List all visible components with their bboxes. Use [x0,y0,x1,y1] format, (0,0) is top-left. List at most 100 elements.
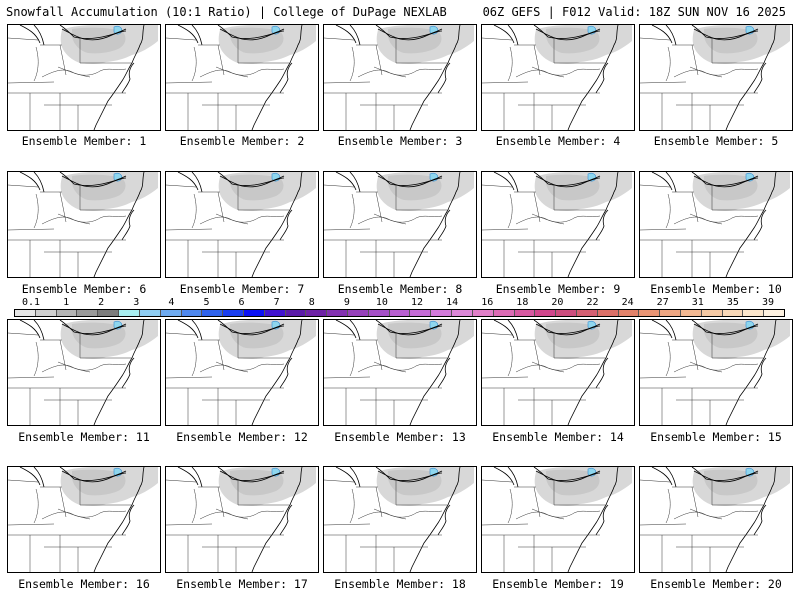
ensemble-member-map [639,24,793,131]
colorbar-segment [493,310,515,316]
colorbar-segment [119,310,140,316]
ensemble-member-map [639,466,793,573]
ensemble-member-map [481,466,635,573]
colorbar-tick-label: 18 [516,297,529,308]
colorbar-segment [576,310,598,316]
ensemble-member-label: Ensemble Member: 4 [495,134,621,148]
ensemble-member-map [7,319,161,426]
ensemble-member-label: Ensemble Member: 12 [176,430,308,444]
colorbar-tick-label: 4 [168,297,175,308]
model-run-info: 06Z GEFS | F012 Valid: 18Z SUN NOV 16 20… [482,5,786,19]
colorbar-segment [639,310,661,316]
ensemble-member-label: Ensemble Member: 9 [495,282,621,296]
ensemble-member-map [7,24,161,131]
ensemble-member-map [323,171,477,278]
colorbar-segment [556,310,577,316]
colorbar-tick-label: 22 [586,297,599,308]
ensemble-member-label: Ensemble Member: 3 [337,134,463,148]
colorbar-tick-label: 16 [481,297,494,308]
ensemble-member-map [323,319,477,426]
colorbar-segment [514,310,536,316]
colorbar-tick-label: 14 [446,297,459,308]
colorbar-tick-label: 5 [203,297,210,308]
colorbar-segment [56,310,78,316]
ensemble-member-label: Ensemble Member: 13 [334,430,466,444]
colorbar-tick-label: 3 [133,297,140,308]
ensemble-member-label: Ensemble Member: 6 [21,282,147,296]
ensemble-member-label: Ensemble Member: 15 [650,430,782,444]
colorbar-segment [452,310,473,316]
ensemble-member-label: Ensemble Member: 10 [650,282,782,296]
colorbar-segment [701,310,723,316]
colorbar-segment [389,310,411,316]
colorbar-segment [306,310,328,316]
ensemble-member-map [165,24,319,131]
colorbar-segment [618,310,640,316]
ensemble-member-map [481,24,635,131]
colorbar-tick-label: 24 [621,297,634,308]
colorbar-segment [431,310,453,316]
map-title: Snowfall Accumulation (10:1 Ratio) | Col… [6,5,447,19]
ensemble-member-label: Ensemble Member: 11 [18,430,150,444]
ensemble-member-map [481,319,635,426]
ensemble-member-map [165,466,319,573]
colorbar-tick-label: 9 [343,297,350,308]
colorbar-segment [202,310,224,316]
colorbar-segment [15,310,36,316]
colorbar-segment [368,310,390,316]
ensemble-member-label: Ensemble Member: 7 [179,282,305,296]
colorbar-segment [139,310,161,316]
colorbar-tick-label: 7 [273,297,280,308]
ensemble-member-label: Ensemble Member: 14 [492,430,624,444]
colorbar-tick-label: 12 [411,297,424,308]
ensemble-member-map [165,171,319,278]
ensemble-member-map [639,319,793,426]
colorbar-tick-label: 10 [375,297,388,308]
ensemble-member-label: Ensemble Member: 20 [650,577,782,591]
ensemble-member-label: Ensemble Member: 16 [18,577,150,591]
colorbar-segment [472,310,494,316]
ensemble-member-label: Ensemble Member: 19 [492,577,624,591]
ensemble-member-label: Ensemble Member: 8 [337,282,463,296]
colorbar-tick-label: 35 [726,297,739,308]
ensemble-member-label: Ensemble Member: 17 [176,577,308,591]
ensemble-member-label: Ensemble Member: 18 [334,577,466,591]
ensemble-member-label: Ensemble Member: 2 [179,134,305,148]
colorbar-segment [98,310,120,316]
colorbar-segment [35,310,57,316]
ensemble-member-map [165,319,319,426]
colorbar-segment [348,310,369,316]
colorbar-tick-label: 8 [308,297,315,308]
colorbar-segment [681,310,702,316]
ensemble-member-map [7,171,161,278]
snowfall-colorbar [14,309,785,317]
colorbar-tick-label: 2 [98,297,105,308]
colorbar-segment [660,310,681,316]
colorbar-segment [181,310,203,316]
ensemble-member-map [481,171,635,278]
colorbar-tick-label: 39 [761,297,775,308]
ensemble-member-map [7,466,161,573]
ensemble-member-map [639,171,793,278]
colorbar-labels: 0.1 1 2 3 4 5 6 7 8 9 10 12 14 16 18 20 22 24 27 31 35 39 [0,297,800,309]
colorbar-segment [327,310,348,316]
colorbar-segment [535,310,557,316]
colorbar-segment [77,310,99,316]
colorbar-segment [264,310,286,316]
colorbar-tick-label: 31 [691,297,704,308]
ensemble-member-map [323,24,477,131]
colorbar-segment [722,310,744,316]
colorbar-segment [285,310,307,316]
colorbar-segment [764,310,785,316]
colorbar-tick-label: 1 [63,297,70,308]
colorbar-tick-label: 6 [238,297,245,308]
ensemble-member-label: Ensemble Member: 1 [21,134,147,148]
colorbar-tick-label: 27 [656,297,669,308]
colorbar-segment [597,310,619,316]
colorbar-segment [223,310,244,316]
ensemble-member-label: Ensemble Member: 5 [653,134,779,148]
colorbar-tick-label: 0.1 [21,297,41,308]
colorbar-segment [743,310,765,316]
colorbar-tick-label: 20 [551,297,564,308]
colorbar-segment [410,310,432,316]
